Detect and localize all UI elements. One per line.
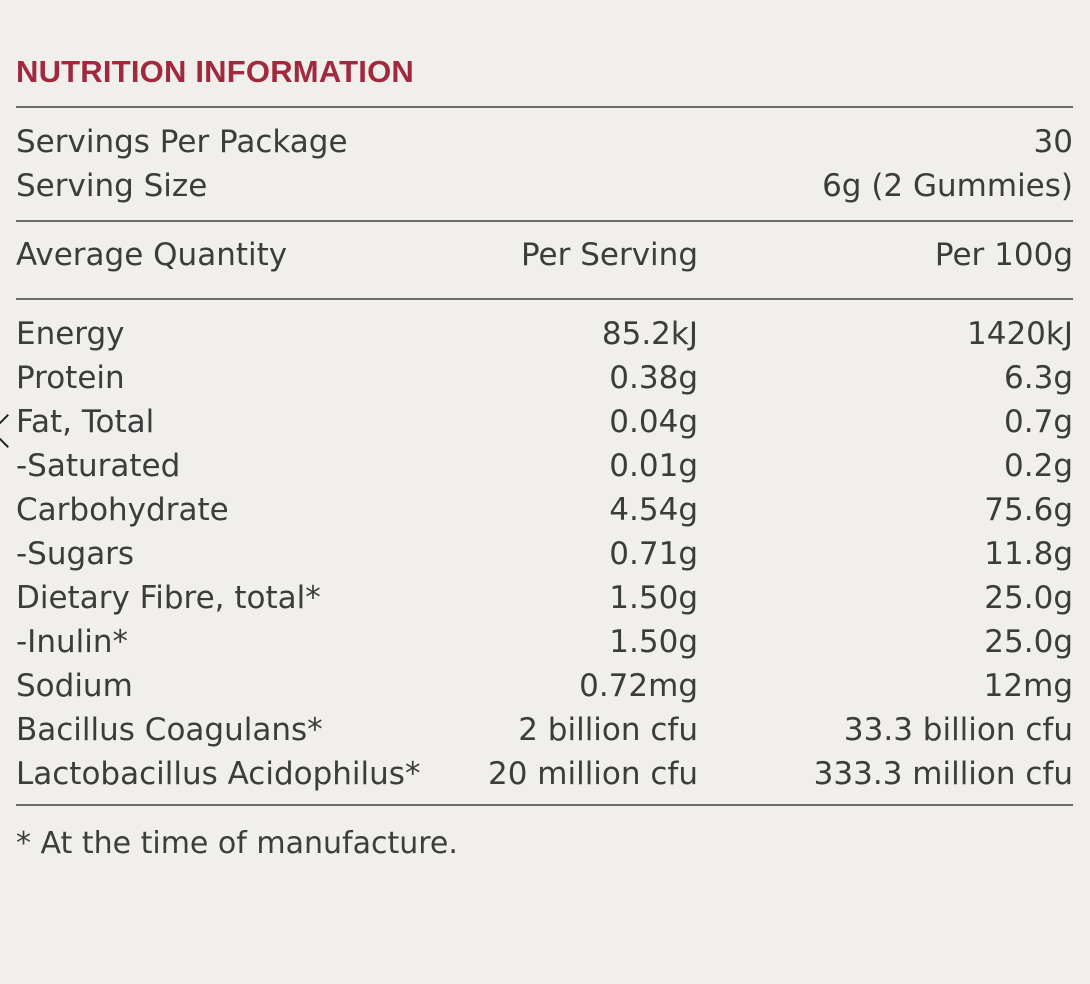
table-row: -Inulin* 1.50g 25.0g xyxy=(16,620,1073,664)
table-row: Bacillus Coagulans* 2 billion cfu 33.3 b… xyxy=(16,708,1073,752)
nutrient-name: -Inulin* xyxy=(16,624,128,660)
table-row: Lactobacillus Acidophilus* 20 million cf… xyxy=(16,752,1073,796)
average-quantity-header: Average Quantity xyxy=(16,237,288,273)
serving-divider xyxy=(16,220,1073,222)
nutrient-name: Protein xyxy=(16,360,125,396)
table-row: Carbohydrate 4.54g 75.6g xyxy=(16,488,1073,532)
nutrition-title: NUTRITION INFORMATION xyxy=(16,54,414,89)
per-100g-value: 6.3g xyxy=(1004,360,1073,396)
per-serving-header: Per Serving xyxy=(520,237,698,273)
per-100g-header: Per 100g xyxy=(934,237,1073,273)
servings-per-package-value: 30 xyxy=(1033,124,1073,160)
per-serving-value: 0.04g xyxy=(609,404,698,440)
serving-size-row: Serving Size 6g (2 Gummies) xyxy=(16,164,1073,208)
per-100g-value: 75.6g xyxy=(984,492,1073,528)
nutrient-name: Fat, Total xyxy=(16,404,155,440)
nutrient-name: Energy xyxy=(16,316,125,352)
per-100g-value: 33.3 billion cfu xyxy=(843,712,1073,748)
per-100g-value: 0.7g xyxy=(1004,404,1073,440)
table-row: Sodium 0.72mg 12mg xyxy=(16,664,1073,708)
per-100g-value: 11.8g xyxy=(984,536,1073,572)
per-serving-value: 0.01g xyxy=(609,448,698,484)
table-row: Protein 0.38g 6.3g xyxy=(16,356,1073,400)
table-row: Energy 85.2kJ 1420kJ xyxy=(16,312,1073,356)
per-serving-value: 85.2kJ xyxy=(601,316,698,352)
nutrition-table-header: Average Quantity Per Serving Per 100g xyxy=(16,222,1073,284)
nutrition-panel: NUTRITION INFORMATION Servings Per Packa… xyxy=(16,50,1073,896)
servings-per-package-row: Servings Per Package 30 xyxy=(16,120,1073,164)
per-serving-value: 0.71g xyxy=(609,536,698,572)
nutrient-name: Dietary Fibre, total* xyxy=(16,580,321,616)
per-serving-value: 1.50g xyxy=(609,624,698,660)
per-serving-value: 4.54g xyxy=(609,492,698,528)
per-serving-value: 1.50g xyxy=(609,580,698,616)
top-divider xyxy=(16,106,1073,108)
per-100g-value: 12mg xyxy=(983,668,1073,704)
nutrient-name: -Saturated xyxy=(16,448,181,484)
nutrition-table: Energy 85.2kJ 1420kJ Protein 0.38g 6.3g … xyxy=(16,300,1073,796)
serving-size-label: Serving Size xyxy=(16,168,208,204)
per-serving-value: 0.72mg xyxy=(579,668,698,704)
manufacture-footnote: * At the time of manufacture. xyxy=(16,826,458,861)
per-serving-value: 2 billion cfu xyxy=(518,712,698,748)
per-100g-value: 1420kJ xyxy=(967,316,1073,352)
per-serving-value: 20 million cfu xyxy=(487,756,698,792)
per-100g-value: 333.3 million cfu xyxy=(813,756,1073,792)
nutrient-name: -Sugars xyxy=(16,536,135,572)
nutrient-name: Bacillus Coagulans* xyxy=(16,712,323,748)
table-header-divider xyxy=(16,298,1073,300)
serving-size-value: 6g (2 Gummies) xyxy=(822,168,1073,204)
servings-per-package-label: Servings Per Package xyxy=(16,124,348,160)
table-row: -Sugars 0.71g 11.8g xyxy=(16,532,1073,576)
per-100g-value: 25.0g xyxy=(984,580,1073,616)
bottom-divider xyxy=(16,804,1073,806)
table-row: Dietary Fibre, total* 1.50g 25.0g xyxy=(16,576,1073,620)
nutrient-name: Sodium xyxy=(16,668,133,704)
serving-information: Servings Per Package 30 Serving Size 6g … xyxy=(16,108,1073,208)
per-100g-value: 0.2g xyxy=(1004,448,1073,484)
table-row: -Saturated 0.01g 0.2g xyxy=(16,444,1073,488)
nutrient-name: Carbohydrate xyxy=(16,492,229,528)
table-row: Fat, Total 0.04g 0.7g xyxy=(16,400,1073,444)
per-100g-value: 25.0g xyxy=(984,624,1073,660)
nutrient-name: Lactobacillus Acidophilus* xyxy=(16,756,421,792)
per-serving-value: 0.38g xyxy=(609,360,698,396)
